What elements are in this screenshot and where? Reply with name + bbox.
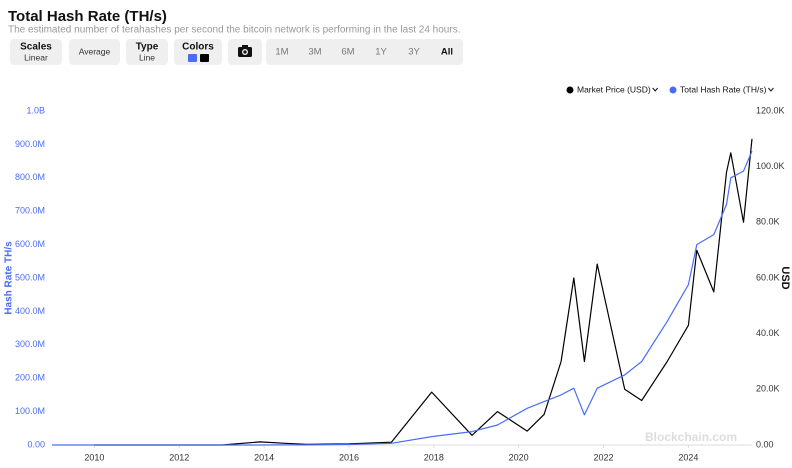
y2-tick-label: 20.0K [756,384,780,394]
range-group [266,39,463,65]
x-tick-label: 2020 [509,452,529,462]
x-tick-label: 2016 [339,452,359,462]
watermark: Blockchain.com [645,430,737,444]
y2-tick-label: 120.0K [756,105,785,115]
subtitle: The estimated number of terahashes per s… [8,25,460,36]
y-tick-label: 100.0M [15,406,45,416]
y-tick-label: 500.0M [15,272,45,282]
average-button[interactable] [69,39,120,65]
y-tick-label: 700.0M [15,206,45,216]
y2-tick-label: 100.0K [756,161,785,171]
y-tick-label: 400.0M [15,306,45,316]
y-tick-label: 800.0M [15,172,45,182]
y-tick-label: 600.0M [15,239,45,249]
y2-tick-label: 60.0K [756,272,780,282]
type-button[interactable] [126,39,168,65]
type-value: Line [139,52,155,62]
legend-label[interactable]: Market Price (USD) [577,84,651,94]
legend-chevron [652,87,659,92]
data-line [52,150,753,446]
x-tick-label: 2024 [678,452,698,462]
range-button[interactable]: 6M [341,47,354,58]
legend-label[interactable]: Total Hash Rate (TH/s) [680,84,767,94]
y-tick-label: 1.0B [26,105,45,115]
x-tick-label: 2018 [424,452,444,462]
color-swatch [200,54,209,62]
x-tick-label: 2010 [84,452,104,462]
range-button[interactable]: 1Y [375,47,387,58]
range-button[interactable]: All [441,47,453,58]
scales-label: Scales [20,42,52,53]
legend-chevron [768,87,774,92]
y-tick-label: 900.0M [15,139,45,149]
y-axis-label: Hash Rate TH/s [4,241,15,315]
y2-axis-label: USD [779,266,791,289]
x-tick-label: 2014 [254,452,274,462]
y-tick-label: 200.0M [15,373,45,383]
title: Total Hash Rate (TH/s) [8,8,167,25]
x-tick-label: 2022 [593,452,613,462]
scales-value: Linear [24,52,48,62]
range-button[interactable]: 3M [308,47,321,58]
type-label: Type [136,42,159,53]
x-tick-label: 2012 [169,452,189,462]
legend-marker [669,86,677,94]
range-button[interactable]: 1M [275,47,288,58]
range-button[interactable]: 3Y [408,47,420,58]
y-tick-label: 0.00 [27,439,45,449]
legend-marker [566,86,574,94]
y2-tick-label: 80.0K [756,217,780,227]
scales-button[interactable] [10,39,62,65]
y-tick-label: 300.0M [15,339,45,349]
color-swatch [188,54,197,62]
data-line [94,138,753,446]
y2-tick-label: 40.0K [756,328,780,338]
camera-icon [238,45,252,57]
y2-tick-label: 0.00 [756,439,774,449]
colors-button[interactable] [174,39,222,65]
average-label: Average [79,46,111,56]
colors-label: Colors [182,42,214,53]
